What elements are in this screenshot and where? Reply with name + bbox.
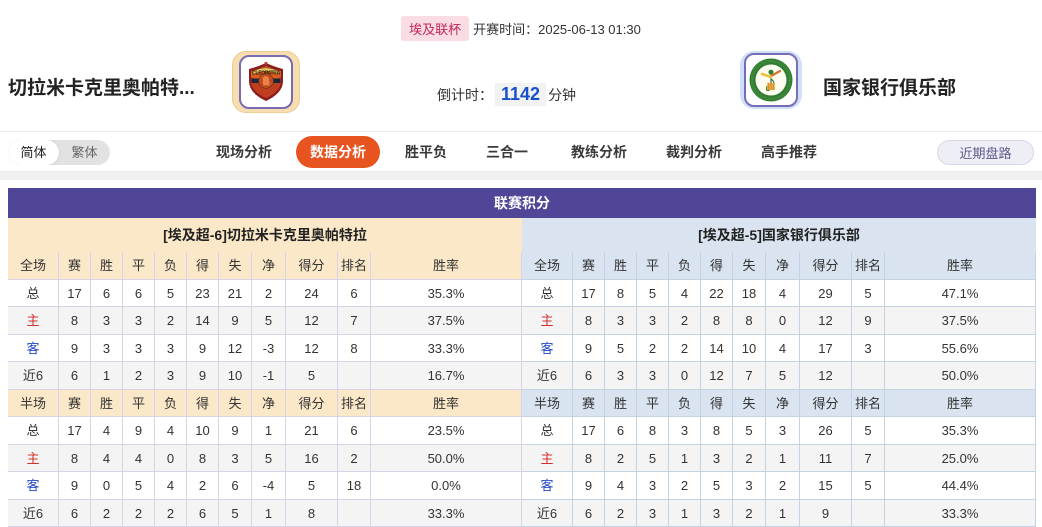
svg-text:CLEOPATRA: CLEOPATRA	[252, 71, 280, 77]
